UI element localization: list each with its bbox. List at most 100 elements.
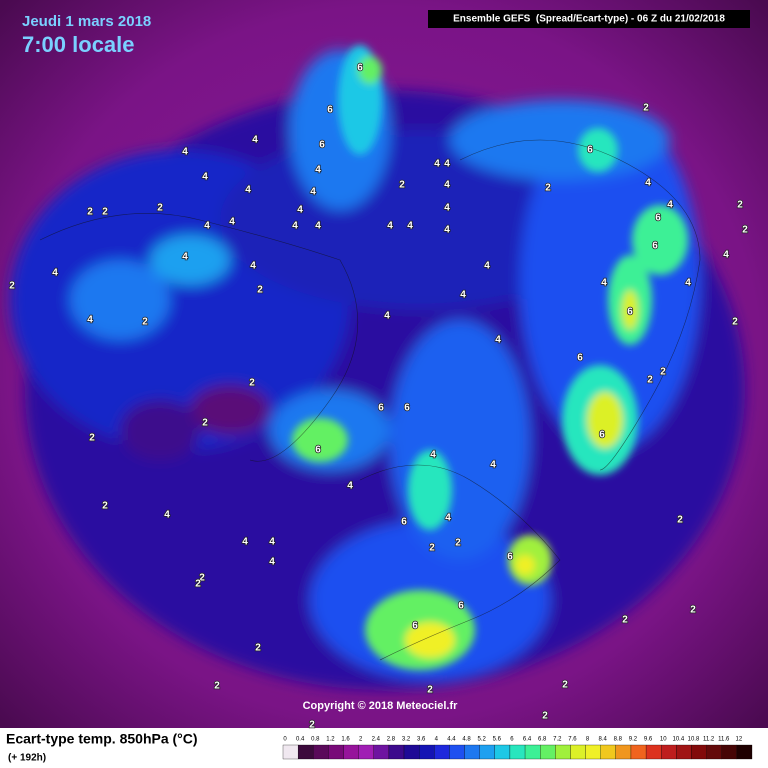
scale-label: 7.6 <box>568 737 577 743</box>
contour-label: 4 <box>460 290 466 301</box>
contour-label: 4 <box>250 261 256 272</box>
scale-label: 7.2 <box>553 737 562 743</box>
contour-label: 4 <box>444 180 450 191</box>
scale-label: 2.8 <box>387 737 396 743</box>
contour-label: 6 <box>401 517 407 528</box>
contour-label: 4 <box>269 557 275 568</box>
contour-label: 4 <box>292 221 298 232</box>
color-swatch <box>343 744 359 760</box>
contour-label: 2 <box>202 418 208 429</box>
color-swatch <box>661 744 677 760</box>
scale-label: 10 <box>660 737 667 743</box>
scale-label: 9.2 <box>629 737 638 743</box>
contour-label: 4 <box>310 187 316 198</box>
legend-title: Ecart-type temp. 850hPa (°C) <box>6 731 198 747</box>
contour-label: 6 <box>412 621 418 632</box>
contour-label: 2 <box>87 207 93 218</box>
contour-label: 4 <box>245 185 251 196</box>
scale-label: 1.6 <box>341 737 350 743</box>
color-swatch <box>282 744 299 760</box>
contour-label: 2 <box>562 680 568 691</box>
scale-label: 0.4 <box>296 737 305 743</box>
contour-label: 2 <box>255 643 261 654</box>
forecast-lead: (+ 192h) <box>8 753 46 764</box>
color-swatch <box>676 744 692 760</box>
color-swatch <box>313 744 329 760</box>
contour-label: 6 <box>458 601 464 612</box>
color-scale: 0 0.4 0.8 1.2 1.6 2 2.4 2.8 3.2 3.6 4 4.4 4.8 5.2 5.6 6… <box>282 737 753 760</box>
contour-label: 4 <box>164 510 170 521</box>
scale-label: 6 <box>510 737 514 743</box>
contour-label: 6 <box>315 445 321 456</box>
color-swatch <box>555 744 571 760</box>
scale-label: 12 <box>736 737 743 743</box>
color-swatch <box>736 744 753 760</box>
contour-label: 6 <box>599 430 605 441</box>
color-swatch <box>373 744 390 760</box>
color-swatch <box>585 744 601 760</box>
contour-label: 4 <box>297 205 303 216</box>
contour-label: 4 <box>667 200 673 211</box>
color-swatch <box>706 744 722 760</box>
contour-label: 4 <box>387 221 393 232</box>
scale-label: 1.2 <box>326 737 335 743</box>
color-swatch <box>328 744 344 760</box>
scale-label: 0 <box>283 737 287 743</box>
color-swatch <box>434 744 450 760</box>
color-swatch <box>479 744 495 760</box>
color-swatch <box>615 744 632 760</box>
contour-label: 2 <box>429 543 435 554</box>
contour-label: 6 <box>577 353 583 364</box>
date: Jeudi 1 mars 2018 <box>22 13 151 30</box>
contour-label: 4 <box>645 178 651 189</box>
contour-label: 4 <box>685 278 691 289</box>
contour-label: 6 <box>655 213 661 224</box>
contour-label: 4 <box>52 268 58 279</box>
contour-label: 4 <box>495 335 501 346</box>
contour-label: 2 <box>89 433 95 444</box>
color-swatch <box>403 744 420 760</box>
contour-label: 2 <box>195 579 201 590</box>
color-swatch <box>721 744 738 760</box>
contour-label: 4 <box>407 221 413 232</box>
contour-label: 2 <box>643 103 649 114</box>
contour-label: 4 <box>444 225 450 236</box>
time: 7:00 locale <box>22 32 135 57</box>
contour-label: 4 <box>242 537 248 548</box>
color-swatch <box>524 744 541 760</box>
color-swatch <box>540 744 556 760</box>
contour-label: 2 <box>647 375 653 386</box>
contour-label: 6 <box>627 307 633 318</box>
contour-label: 4 <box>723 250 729 261</box>
color-swatch <box>449 744 465 760</box>
model-info: Ensemble GEFS (Spread/Ecart-type) - 06 Z… <box>453 14 725 25</box>
contour-label: 4 <box>269 537 275 548</box>
scale-label: 5.2 <box>478 737 487 743</box>
contour-label: 4 <box>252 135 258 146</box>
contour-label: 6 <box>378 403 384 414</box>
scale-label: 8.4 <box>599 737 608 743</box>
contour-label: 6 <box>319 140 325 151</box>
contour-label: 2 <box>455 538 461 549</box>
scale-label: 8 <box>586 737 590 743</box>
color-swatch <box>297 744 314 760</box>
scale-label: 4.8 <box>462 737 471 743</box>
contour-label: 2 <box>309 720 315 731</box>
scale-label: 4.4 <box>447 737 456 743</box>
contour-label: 2 <box>102 501 108 512</box>
color-swatch <box>464 744 480 760</box>
contour-label: 4 <box>444 159 450 170</box>
contour-label: 4 <box>315 221 321 232</box>
contour-label: 6 <box>404 403 410 414</box>
color-swatch <box>509 744 526 760</box>
contour-label: 4 <box>430 450 436 461</box>
scale-label: 6.4 <box>523 737 532 743</box>
contour-label: 2 <box>214 681 220 692</box>
scale-label: 0.8 <box>311 737 320 743</box>
contour-label: 2 <box>622 615 628 626</box>
scale-label: 10.8 <box>688 737 700 743</box>
contour-label: 4 <box>229 217 235 228</box>
scale-label: 11.6 <box>718 737 730 743</box>
color-swatch <box>419 744 435 760</box>
